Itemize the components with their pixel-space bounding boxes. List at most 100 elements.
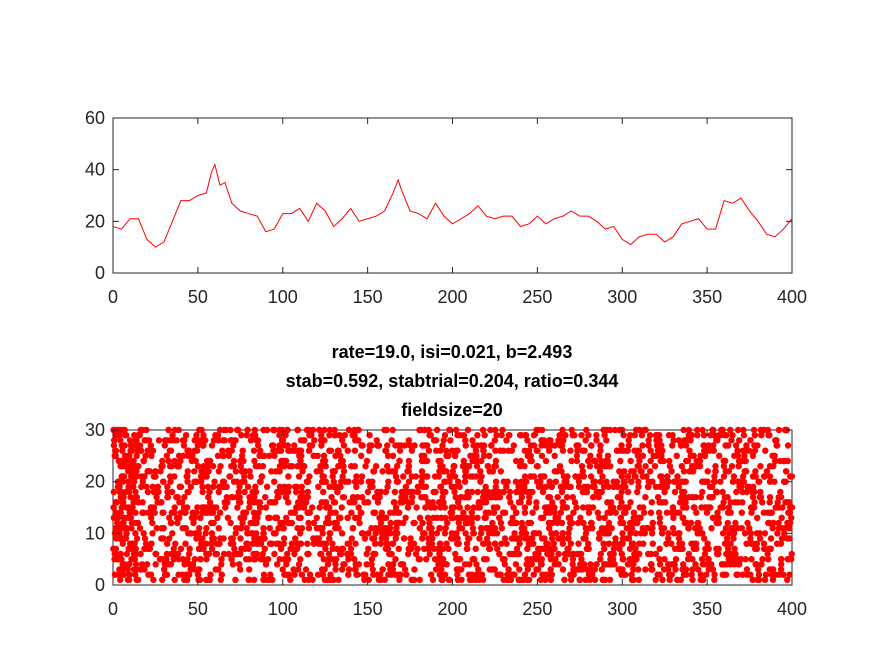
spike-marker bbox=[596, 452, 603, 459]
spike-marker bbox=[291, 442, 298, 449]
spike-marker bbox=[788, 550, 795, 558]
bottom-x-tick-label: 150 bbox=[353, 599, 383, 619]
spike-marker bbox=[470, 530, 477, 537]
spike-marker bbox=[128, 468, 135, 475]
spike-marker bbox=[649, 478, 656, 485]
spike-marker bbox=[292, 535, 299, 542]
spike-marker bbox=[424, 442, 431, 449]
spike-marker bbox=[661, 556, 668, 563]
spike-marker bbox=[174, 519, 181, 527]
spike-marker bbox=[185, 488, 192, 496]
spike-marker bbox=[449, 468, 456, 475]
spike-marker bbox=[331, 426, 338, 434]
spike-marker bbox=[419, 519, 426, 527]
spike-marker bbox=[153, 525, 160, 532]
top-x-tick-label: 50 bbox=[188, 287, 208, 307]
spike-marker bbox=[587, 473, 595, 480]
spike-marker bbox=[738, 483, 745, 490]
spike-marker bbox=[511, 571, 518, 578]
spike-marker bbox=[538, 452, 546, 459]
spike-marker bbox=[696, 457, 704, 465]
spike-marker bbox=[786, 535, 793, 542]
spike-marker bbox=[348, 535, 355, 542]
spike-marker bbox=[138, 483, 145, 490]
spike-marker bbox=[558, 468, 565, 475]
spike-marker bbox=[606, 576, 614, 583]
spike-marker bbox=[184, 473, 191, 480]
spike-marker bbox=[460, 432, 468, 439]
spike-marker bbox=[720, 463, 728, 470]
spike-marker bbox=[133, 535, 141, 542]
spike-marker bbox=[510, 442, 517, 449]
spike-marker bbox=[588, 442, 595, 449]
spike-marker bbox=[266, 452, 273, 459]
spike-marker bbox=[166, 514, 173, 521]
spike-marker bbox=[260, 525, 267, 532]
spike-marker bbox=[719, 488, 726, 496]
spike-marker bbox=[237, 499, 244, 506]
spike-marker bbox=[297, 514, 304, 521]
spike-marker bbox=[432, 488, 439, 496]
spike-marker bbox=[692, 561, 699, 568]
spike-marker bbox=[492, 463, 499, 470]
spike-marker bbox=[573, 504, 580, 511]
spike-marker bbox=[632, 545, 639, 552]
spike-marker bbox=[416, 556, 423, 563]
spike-marker bbox=[382, 530, 389, 537]
spike-marker bbox=[763, 468, 771, 475]
spike-marker bbox=[220, 550, 228, 558]
spike-marker bbox=[680, 561, 687, 568]
spike-marker bbox=[243, 525, 250, 532]
spike-marker bbox=[202, 437, 209, 444]
spike-marker bbox=[443, 468, 450, 475]
spike-marker bbox=[320, 556, 327, 563]
spike-marker bbox=[701, 550, 709, 558]
spike-marker bbox=[742, 457, 749, 465]
spike-marker bbox=[527, 519, 535, 527]
spike-marker bbox=[291, 550, 298, 558]
spike-marker bbox=[558, 488, 566, 496]
spike-marker bbox=[695, 566, 702, 573]
spike-marker bbox=[135, 463, 142, 470]
spike-marker bbox=[394, 530, 401, 537]
spike-marker bbox=[529, 488, 536, 496]
spike-marker bbox=[563, 504, 570, 511]
spike-marker bbox=[647, 550, 655, 558]
spike-marker bbox=[319, 530, 326, 537]
spike-marker bbox=[322, 463, 329, 470]
spike-marker bbox=[648, 530, 656, 537]
spike-marker bbox=[714, 437, 721, 444]
spike-marker bbox=[199, 488, 206, 496]
spike-marker bbox=[611, 561, 618, 568]
spike-marker bbox=[711, 432, 718, 439]
spike-marker bbox=[432, 437, 440, 444]
spike-marker bbox=[774, 442, 781, 449]
spike-marker bbox=[316, 426, 323, 434]
spike-marker bbox=[689, 576, 696, 583]
spike-marker bbox=[305, 447, 313, 454]
spike-marker bbox=[372, 530, 379, 537]
spike-marker bbox=[461, 478, 469, 485]
spike-marker bbox=[600, 483, 608, 490]
bottom-y-tick-label: 0 bbox=[95, 575, 105, 595]
spike-marker bbox=[568, 457, 575, 465]
spike-marker bbox=[191, 468, 198, 475]
spike-marker bbox=[361, 576, 368, 583]
spike-marker bbox=[521, 473, 529, 480]
spike-marker bbox=[485, 540, 492, 547]
spike-marker bbox=[252, 483, 259, 490]
spike-marker bbox=[383, 426, 390, 434]
spike-marker bbox=[735, 426, 742, 434]
spike-marker bbox=[384, 483, 391, 490]
spike-marker bbox=[263, 483, 271, 490]
spike-marker bbox=[386, 525, 394, 532]
spike-marker bbox=[610, 545, 617, 552]
spike-marker bbox=[393, 463, 401, 470]
spike-marker bbox=[130, 457, 137, 465]
spike-marker bbox=[544, 540, 551, 547]
spike-marker bbox=[315, 535, 322, 542]
spike-marker bbox=[315, 483, 322, 490]
spike-marker bbox=[244, 426, 251, 434]
spike-marker bbox=[771, 457, 779, 465]
